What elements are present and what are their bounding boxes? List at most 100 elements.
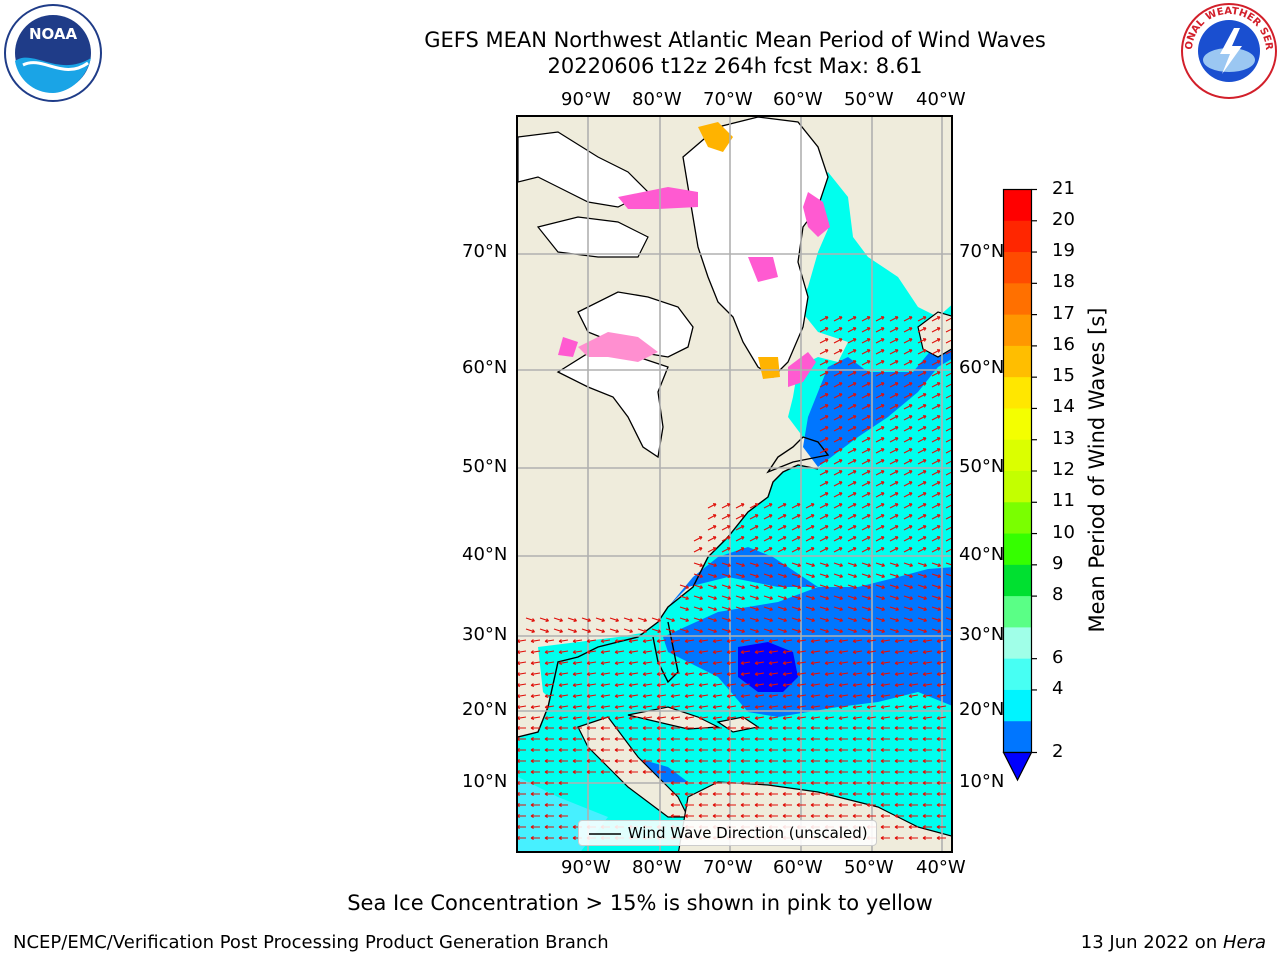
colorbar-segment [1003, 252, 1032, 284]
wind-wave-arrow [614, 694, 625, 699]
wind-wave-arrow [875, 426, 885, 432]
wind-wave-arrow [880, 737, 890, 741]
lon-label-top-90w: 90°W [561, 89, 611, 110]
wind-wave-arrow [922, 639, 933, 644]
wind-wave-arrow [518, 836, 526, 840]
wind-wave-arrow [763, 584, 774, 590]
wind-wave-arrow [642, 770, 652, 774]
generation-machine: Hera [1222, 932, 1266, 953]
wind-wave-arrow [712, 748, 722, 752]
wind-wave-arrow [656, 661, 667, 666]
wind-wave-arrow [936, 716, 947, 721]
wind-wave-arrow [903, 448, 913, 454]
legend-line-icon [589, 832, 621, 835]
wind-wave-arrow [903, 547, 913, 553]
wind-wave-arrow [642, 705, 653, 710]
wind-wave-arrow [768, 770, 778, 774]
wind-wave-arrow [922, 748, 932, 752]
wind-wave-arrow [712, 650, 723, 655]
wind-wave-arrow [518, 716, 527, 721]
wind-wave-arrow [847, 617, 858, 623]
wind-wave-arrow [707, 503, 717, 509]
wind-wave-arrow [908, 781, 918, 785]
wind-wave-arrow [819, 536, 829, 542]
wind-wave-arrow [796, 726, 806, 730]
wind-wave-arrow [642, 694, 653, 699]
wind-wave-arrow [894, 683, 905, 688]
wind-wave-arrow [852, 650, 863, 655]
wind-wave-arrow [847, 393, 857, 399]
wind-wave-arrow [945, 316, 951, 322]
wind-wave-arrow [894, 781, 904, 785]
wind-wave-arrow [721, 617, 732, 623]
wind-wave-arrow [917, 448, 927, 454]
wind-wave-arrow [796, 694, 807, 699]
wind-wave-arrow [861, 536, 871, 542]
wind-wave-arrow [917, 584, 928, 590]
wind-wave-arrow [945, 448, 951, 454]
wind-wave-arrow [544, 716, 555, 721]
wind-wave-arrow [875, 327, 885, 333]
colorbar-segment [1003, 564, 1032, 597]
wind-wave-arrow [819, 525, 829, 531]
wind-wave-arrow [866, 726, 876, 730]
wind-wave-arrow [875, 606, 886, 612]
wind-wave-arrow [810, 737, 820, 741]
wind-wave-arrow [819, 382, 829, 388]
wind-wave-arrow [931, 437, 941, 443]
wind-wave-arrow [572, 661, 583, 666]
wind-wave-arrow [833, 349, 843, 355]
wind-wave-arrow [539, 617, 550, 623]
colorbar-segment [1003, 314, 1032, 347]
wind-wave-arrow [628, 672, 639, 677]
wind-wave-arrow [791, 536, 801, 542]
wind-wave-arrow [698, 683, 709, 688]
wind-wave-arrow [945, 404, 951, 410]
wind-wave-arrow [530, 661, 541, 666]
wind-wave-arrow [866, 759, 876, 763]
wind-wave-arrow [782, 694, 793, 699]
wind-wave-arrow [544, 781, 554, 785]
wind-wave-arrow [518, 748, 526, 752]
wind-wave-arrow [670, 814, 680, 818]
wind-wave-arrow [712, 639, 723, 644]
wind-wave-arrow [740, 716, 751, 721]
wind-wave-arrow [754, 737, 764, 741]
wind-wave-arrow [735, 525, 745, 531]
wind-wave-arrow [819, 349, 829, 355]
colorbar-segment [1003, 721, 1032, 753]
wind-wave-arrow [852, 803, 862, 807]
wind-wave-arrow [763, 536, 773, 542]
wind-wave-arrow [861, 327, 871, 333]
wind-wave-arrow [544, 759, 554, 763]
wind-wave-arrow [852, 694, 863, 699]
wind-wave-arrow [889, 492, 899, 498]
wind-wave-arrow [917, 525, 927, 531]
wind-wave-arrow [777, 584, 788, 590]
wind-wave-arrow [586, 650, 597, 655]
wind-wave-arrow [903, 349, 913, 355]
wind-wave-arrow [889, 503, 899, 509]
wind-wave-arrow [721, 606, 732, 612]
wind-wave-arrow [558, 683, 569, 688]
wind-wave-arrow [880, 825, 890, 829]
lat-label-left-30n: 30°N [462, 624, 508, 645]
wind-wave-arrow [614, 672, 625, 677]
wind-wave-arrow [903, 481, 913, 487]
wind-wave-arrow [824, 737, 834, 741]
wind-wave-arrow [894, 770, 904, 774]
wind-wave-arrow [838, 792, 848, 796]
wind-wave-arrow [791, 525, 801, 531]
wind-wave-arrow [698, 737, 708, 741]
wind-wave-arrow [945, 514, 951, 520]
wind-wave-arrow [847, 536, 857, 542]
wind-wave-arrow [922, 726, 932, 730]
wind-wave-arrow [819, 426, 829, 432]
wind-wave-arrow [518, 694, 527, 699]
wind-wave-arrow [936, 759, 946, 763]
lon-label-top-50w: 50°W [844, 89, 894, 110]
wind-wave-arrow [945, 371, 951, 377]
wind-wave-arrow [875, 404, 885, 410]
wind-wave-arrow [796, 814, 806, 818]
wind-wave-arrow [880, 683, 891, 688]
